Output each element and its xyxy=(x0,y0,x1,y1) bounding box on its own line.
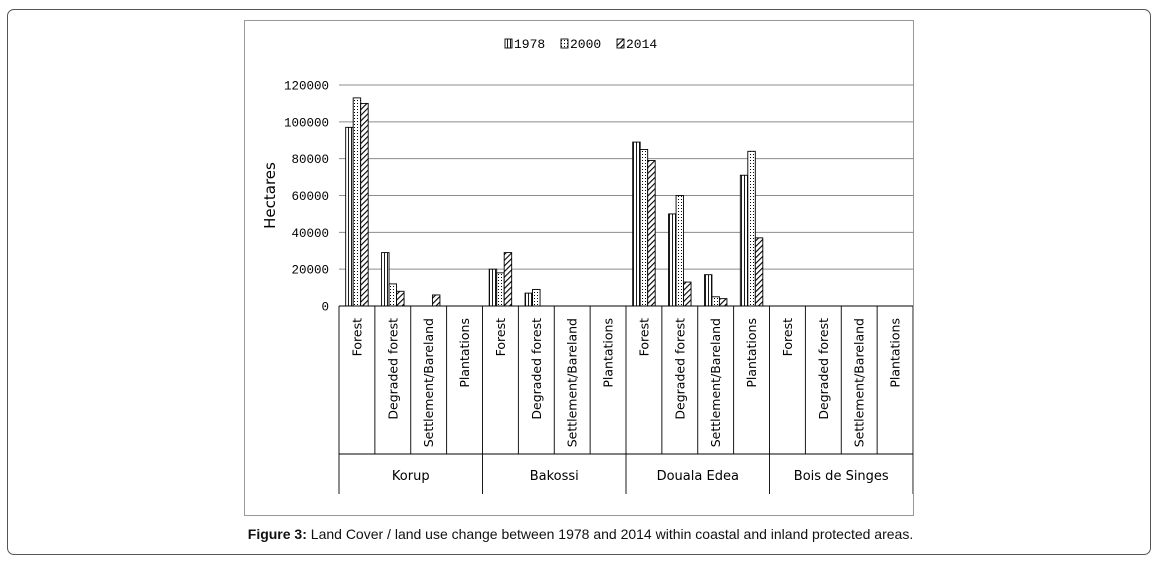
x-tick-label: Degraded forest xyxy=(672,318,687,420)
figure-caption: Figure 3: Land Cover / land use change b… xyxy=(0,526,1161,542)
bar-1978 xyxy=(632,141,641,307)
x-tick-label: Settlement/Bareland xyxy=(565,318,580,447)
group-label: Bakossi xyxy=(530,469,579,484)
bar-1978 xyxy=(668,213,677,307)
bar-chart: 0 20000 40000 60000 80000 100000 120000 Hectare… xyxy=(261,37,913,494)
bar-2014 xyxy=(396,290,405,307)
bar-2014 xyxy=(431,294,441,307)
x-tick-label: Forest xyxy=(349,318,364,356)
bar-1978 xyxy=(488,268,498,307)
bar-1978 xyxy=(524,292,534,307)
x-tick-label: Forest xyxy=(493,318,508,356)
bar-2014 xyxy=(683,281,692,307)
legend-label: 2000 xyxy=(570,37,601,52)
bar-2000 xyxy=(747,150,756,307)
legend-label: 2014 xyxy=(626,37,657,52)
bar-2000 xyxy=(532,288,541,307)
bar-1978 xyxy=(345,126,354,307)
bar-1978 xyxy=(739,174,749,307)
y-axis-label: Hectares xyxy=(261,162,279,229)
x-tick-label: Settlement/Bareland xyxy=(852,318,867,447)
x-tick-label: Plantations xyxy=(601,318,616,388)
group-label: Douala Edea xyxy=(657,469,739,484)
bar-2000 xyxy=(352,97,362,307)
legend-swatch-1978 xyxy=(504,38,513,49)
x-tick-label: Degraded forest xyxy=(529,318,544,420)
y-tick-label: 100000 xyxy=(284,116,329,130)
x-tick-label: Plantations xyxy=(744,318,759,388)
bar-2000 xyxy=(496,272,505,307)
x-tick-label: Degraded forest xyxy=(385,318,400,420)
caption-text: Land Cover / land use change between 197… xyxy=(306,526,914,542)
y-tick-label: 0 xyxy=(321,301,329,315)
x-tick-label: Settlement/Bareland xyxy=(421,318,436,447)
x-tick-label: Forest xyxy=(780,318,795,356)
x-tick-label: Forest xyxy=(636,318,651,356)
legend-swatch-2014 xyxy=(616,38,625,49)
y-tick-label: 60000 xyxy=(291,190,329,204)
y-tick-label: 80000 xyxy=(291,153,329,167)
bar-2014 xyxy=(754,237,764,307)
bar-2014 xyxy=(360,102,369,307)
x-tick-label: Plantations xyxy=(888,318,903,388)
y-tick-label: 120000 xyxy=(284,80,329,94)
bar-2000 xyxy=(711,296,720,307)
x-tick-label: Settlement/Bareland xyxy=(708,318,723,447)
bar-2000 xyxy=(639,149,649,307)
bar-2014 xyxy=(647,160,656,307)
group-label: Bois de Singes xyxy=(794,469,889,484)
chart-area: 0 20000 40000 60000 80000 100000 120000 Hectare… xyxy=(244,20,914,516)
figure-frame xyxy=(7,9,1151,555)
bar-2014 xyxy=(718,298,728,307)
bar-1978 xyxy=(703,274,713,307)
caption-label: Figure 3: xyxy=(247,526,307,542)
bar-2000 xyxy=(675,195,685,307)
bar-2000 xyxy=(388,283,398,307)
bar-2014 xyxy=(503,252,513,307)
legend-swatch-2000 xyxy=(560,38,569,49)
x-tick-label: Degraded forest xyxy=(816,318,831,420)
legend-label: 1978 xyxy=(514,37,545,52)
bar-1978 xyxy=(381,252,390,307)
x-tick-label: Plantations xyxy=(457,318,472,388)
group-label: Korup xyxy=(392,469,430,484)
y-tick-label: 20000 xyxy=(291,264,329,278)
legend: 1978 2000 2014 xyxy=(504,37,657,52)
y-tick-label: 40000 xyxy=(291,227,329,241)
